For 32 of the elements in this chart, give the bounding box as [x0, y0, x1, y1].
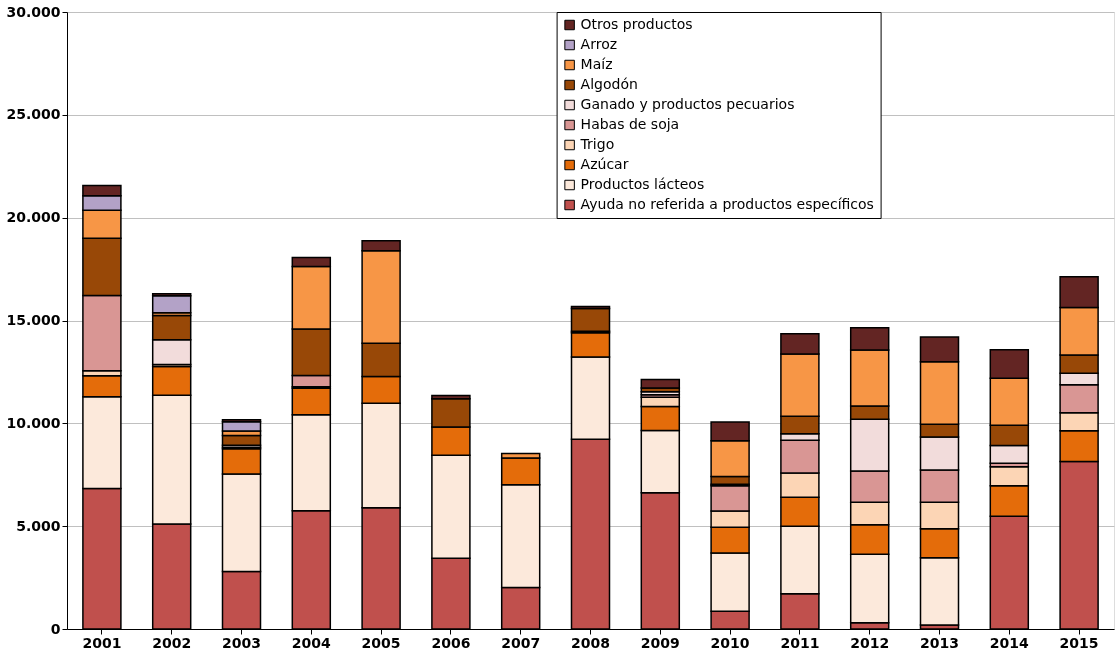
x-tick-label: 2015	[1059, 634, 1099, 651]
x-tick-label: 2005	[361, 634, 401, 651]
legend-label: Ganado y productos pecuarios	[580, 96, 795, 112]
y-tick-label: 0	[50, 620, 61, 637]
y-tick-label: 10.000	[6, 414, 61, 431]
legend-label: Azúcar	[580, 156, 629, 172]
y-tick-label: 20.000	[6, 209, 61, 226]
x-tick-label: 2013	[920, 634, 959, 651]
x-tick-label: 2003	[222, 634, 261, 651]
legend-label: Arroz	[580, 36, 618, 52]
legend-label: Habas de soja	[580, 116, 680, 132]
x-tick-label: 2012	[850, 634, 890, 651]
x-tick-label: 2009	[640, 634, 680, 651]
x-tick-label: 2011	[780, 634, 820, 651]
x-tick-label: 2001	[82, 634, 122, 651]
legend-label: Otros productos	[580, 16, 693, 32]
y-tick-label: 30.000	[6, 3, 61, 20]
x-tick-label: 2010	[710, 634, 750, 651]
x-tick-label: 2004	[291, 634, 332, 651]
y-tick-label: 15.000	[6, 312, 61, 328]
legend-label: Trigo	[579, 136, 615, 152]
x-tick-label: 2007	[501, 634, 541, 651]
legend-label: Algodón	[580, 76, 638, 92]
legend-label: Ayuda no referida a productos específicos	[580, 196, 874, 212]
y-tick-label: 5.000	[16, 517, 61, 534]
x-tick-label: 2002	[152, 634, 192, 651]
x-tick-label: 2014	[989, 634, 1030, 651]
x-tick-label: 2008	[571, 634, 610, 651]
legend-label: Maíz	[580, 56, 613, 72]
y-tick-label: 25.000	[6, 106, 61, 123]
legend-label: Productos lácteos	[580, 176, 705, 192]
x-tick-label: 2006	[431, 634, 471, 651]
